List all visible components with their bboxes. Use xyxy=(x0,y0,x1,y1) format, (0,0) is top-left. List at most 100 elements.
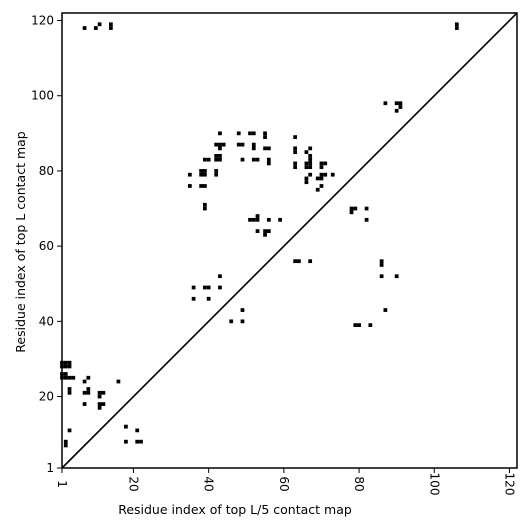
contact-point xyxy=(263,229,267,233)
contact-points xyxy=(60,22,459,448)
contact-point xyxy=(97,390,102,395)
contact-point xyxy=(86,375,91,380)
contact-point xyxy=(315,187,320,192)
contact-point xyxy=(236,142,241,147)
contact-point xyxy=(454,22,459,27)
contact-point xyxy=(218,142,222,147)
contact-point xyxy=(454,26,459,30)
contact-point xyxy=(394,101,399,106)
contact-point xyxy=(266,146,271,151)
x-tick-label: 60 xyxy=(277,476,291,491)
contact-point xyxy=(308,172,313,177)
contact-point xyxy=(199,172,204,177)
contact-point xyxy=(214,142,219,147)
contact-point xyxy=(82,379,87,384)
contact-point xyxy=(349,206,354,211)
contact-point xyxy=(319,184,324,188)
contact-point xyxy=(203,206,207,211)
x-tick-label: 100 xyxy=(427,473,441,496)
contact-point xyxy=(203,169,207,173)
contact-point xyxy=(214,157,219,162)
contact-point xyxy=(214,154,219,158)
contact-point xyxy=(394,274,399,279)
contact-point xyxy=(67,360,72,365)
contact-point xyxy=(251,157,256,162)
contact-point xyxy=(248,217,252,222)
contact-point xyxy=(218,157,222,162)
contact-point xyxy=(304,180,309,185)
contact-point xyxy=(308,161,313,166)
contact-point xyxy=(203,172,207,177)
contact-point xyxy=(63,375,68,380)
contact-point xyxy=(214,169,219,173)
contact-point xyxy=(357,323,361,327)
contact-point xyxy=(86,387,91,391)
contact-point xyxy=(379,263,384,267)
contact-point xyxy=(319,172,324,177)
contact-point xyxy=(86,390,91,395)
contact-point xyxy=(221,142,226,147)
contact-point xyxy=(266,229,271,233)
contact-point xyxy=(379,274,384,279)
contact-point xyxy=(139,439,143,444)
contact-point xyxy=(240,319,245,324)
contact-point xyxy=(251,217,256,222)
diagonal-line xyxy=(61,12,518,469)
contact-point xyxy=(203,184,207,188)
y-tick-label: 20 xyxy=(39,390,54,404)
contact-point xyxy=(353,206,358,211)
plot-frame xyxy=(61,12,518,469)
contact-point xyxy=(266,217,271,222)
contact-point xyxy=(266,161,271,166)
x-tick-label: 80 xyxy=(352,476,366,491)
contact-point xyxy=(109,22,113,27)
contact-point xyxy=(379,259,384,264)
contact-point xyxy=(67,390,72,395)
contact-point xyxy=(308,165,313,170)
contact-point xyxy=(304,176,309,181)
contact-point xyxy=(124,439,128,444)
y-tick-label: 120 xyxy=(31,14,54,28)
contact-point xyxy=(263,131,267,136)
contact-point xyxy=(308,157,313,162)
contact-point xyxy=(63,443,68,448)
contact-point xyxy=(214,172,219,177)
contact-point xyxy=(124,424,128,429)
contact-point xyxy=(263,146,267,151)
contact-point xyxy=(218,274,222,279)
contact-point xyxy=(63,360,68,365)
contact-point xyxy=(93,26,98,30)
contact-point xyxy=(101,402,106,406)
contact-point xyxy=(315,176,320,181)
contact-point xyxy=(135,439,140,444)
contact-point xyxy=(304,150,309,155)
contact-point xyxy=(63,372,68,376)
contact-point xyxy=(293,146,298,151)
y-tick-label: 60 xyxy=(39,239,54,253)
contact-point xyxy=(236,131,241,136)
contact-point xyxy=(97,394,102,399)
contact-point xyxy=(71,375,76,380)
contact-point xyxy=(206,285,211,290)
contact-point xyxy=(353,323,358,327)
contact-point xyxy=(63,439,68,444)
contact-point xyxy=(109,26,113,30)
contact-point xyxy=(293,150,298,155)
contact-point xyxy=(240,142,245,147)
contact-point xyxy=(229,319,234,324)
contact-point xyxy=(97,402,102,406)
contact-point xyxy=(323,161,328,166)
contact-point xyxy=(248,131,252,136)
contact-point xyxy=(135,428,140,433)
contact-point xyxy=(319,165,324,170)
contact-point xyxy=(383,101,388,106)
contact-point xyxy=(218,146,222,151)
contact-point xyxy=(349,210,354,215)
contact-point xyxy=(368,323,373,327)
contact-point xyxy=(308,259,313,264)
contact-point xyxy=(251,142,256,147)
x-tick-label: 20 xyxy=(126,476,140,491)
contact-point xyxy=(63,364,68,369)
y-axis-title: Residue index of top L contact map xyxy=(13,131,28,352)
